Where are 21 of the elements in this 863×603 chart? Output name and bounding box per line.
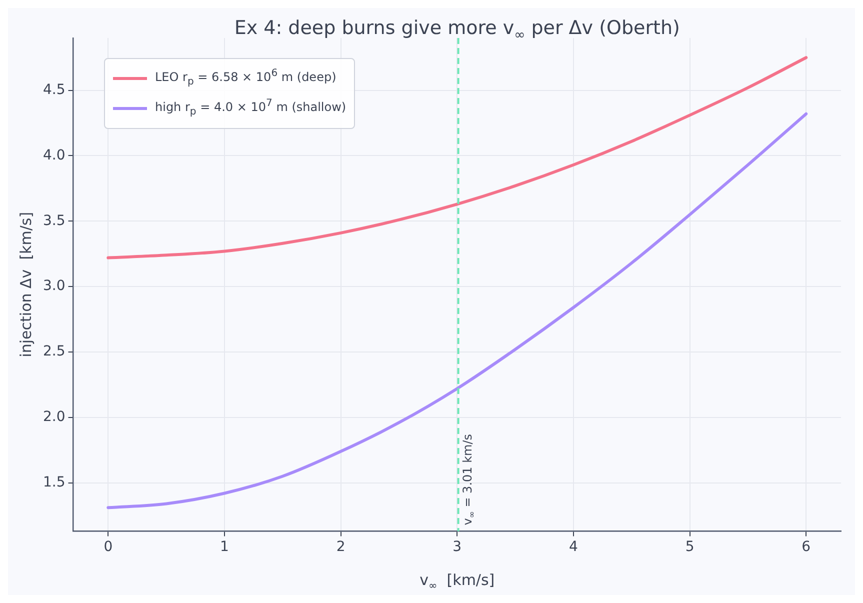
chart-title: Ex 4: deep burns give more v∞ per Δv (Oberth) (234, 17, 680, 43)
y-tick-label: 3.5 (43, 212, 66, 229)
y-tick-label: 2.0 (43, 409, 66, 426)
y-tick-label: 3.0 (43, 278, 66, 294)
legend-label: LEO r$_{p}$ = 6.58 × 10$^{6}$ m (deep) (155, 67, 336, 90)
x-tick-label: 0 (104, 539, 113, 556)
x-axis-title: v∞ [km/s] (420, 571, 495, 592)
legend-label: high r$_{p}$ = 4.0 × 10$^{7}$ m (shallow) (155, 97, 346, 120)
x-tick-label: 4 (568, 539, 578, 556)
x-tick-label: 5 (685, 539, 694, 556)
y-tick-label: 4.0 (43, 147, 66, 164)
line-series (106, 56, 808, 260)
x-tick-label: 3 (452, 539, 462, 556)
y-tick-label: 1.5 (43, 474, 66, 490)
ref-line-label: v∞ = 3.01 km/s (460, 434, 476, 526)
x-tick-label: 1 (220, 539, 229, 556)
y-axis-title: injection Δv [km/s] (16, 212, 35, 358)
x-tick-label: 6 (802, 539, 811, 556)
y-tick-label: 2.5 (43, 344, 66, 360)
x-tick-label: 2 (336, 539, 346, 556)
y-tick-label: 4.5 (43, 82, 66, 98)
